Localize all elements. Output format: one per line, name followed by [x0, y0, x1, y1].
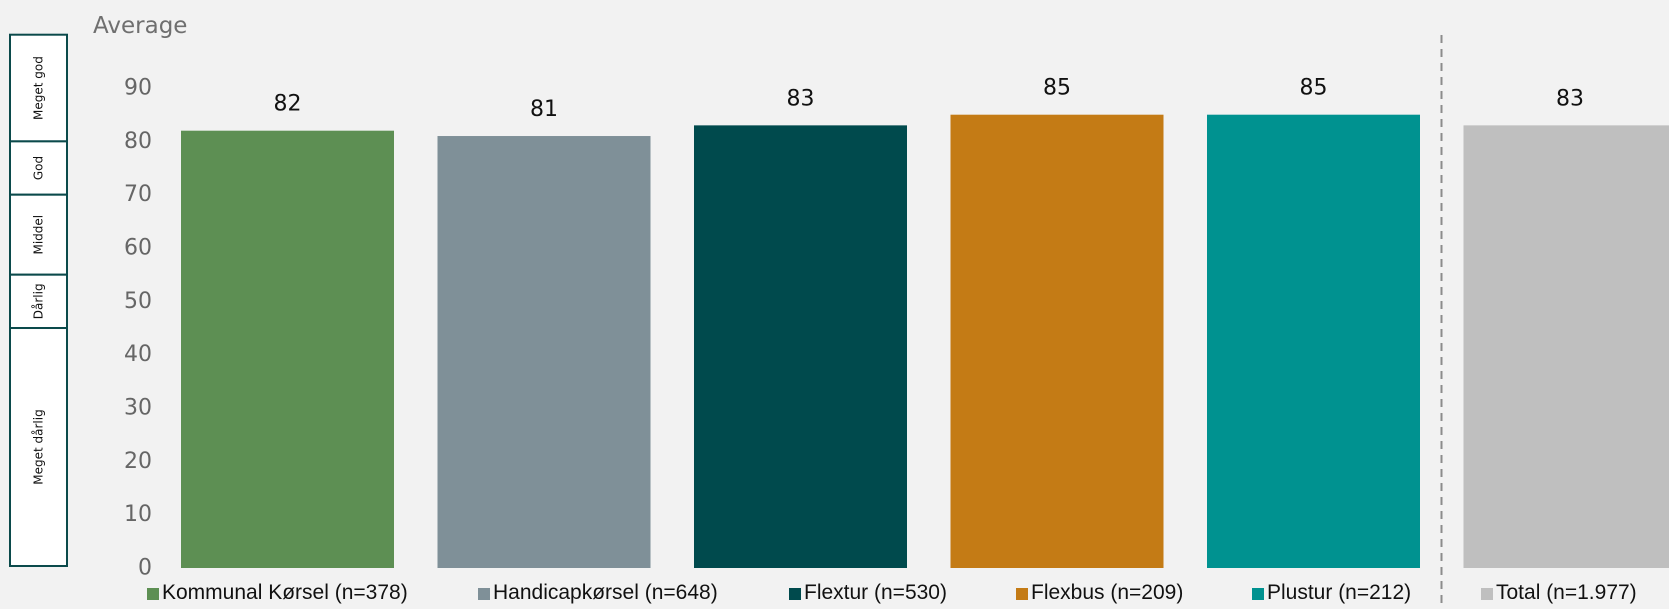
rating-band-meget-darlig: Meget dårlig: [9, 327, 68, 568]
rating-band-middel: Middel: [9, 193, 68, 276]
y-tick-label: 0: [138, 556, 152, 581]
legend-item-kommunal-korsel-n-378: Kommunal Kørsel (n=378): [147, 581, 408, 604]
rating-band-darlig: Dårlig: [9, 273, 68, 330]
data-label-plustur-n-212: 85: [1300, 76, 1328, 101]
rating-band-label: God: [32, 156, 46, 180]
rating-band-god: God: [9, 140, 68, 196]
legend-label: Handicapkørsel (n=648): [493, 581, 718, 604]
rating-band-scale: Meget god God Middel Dårlig Meget dårlig: [9, 33, 68, 568]
y-tick-label: 50: [124, 289, 152, 314]
data-label-flexbus-n-209: 85: [1043, 76, 1071, 101]
legend-swatch: [478, 588, 490, 600]
legend-label: Plustur (n=212): [1267, 581, 1411, 604]
bar-flextur-n-530: [694, 125, 907, 569]
y-tick-label: 30: [124, 396, 152, 421]
y-tick-label: 20: [124, 449, 152, 474]
rating-band-label: Meget god: [32, 56, 46, 120]
y-tick-label: 80: [124, 129, 152, 154]
legend-swatch: [1481, 588, 1493, 600]
rating-band-label: Dårlig: [32, 283, 46, 319]
legend-item-handicapkorsel-n-648: Handicapkørsel (n=648): [478, 581, 718, 604]
bar-kommunal-korsel-n-378: [181, 130, 394, 568]
data-label-total-n-1-977: 83: [1556, 86, 1584, 111]
rating-band-label: Meget dårlig: [32, 409, 46, 484]
data-label-handicapkorsel-n-648: 81: [530, 97, 558, 122]
legend-swatch: [1252, 588, 1264, 600]
legend: Kommunal Kørsel (n=378) Handicapkørsel (n…: [147, 581, 1637, 604]
y-tick-label: 70: [124, 182, 152, 207]
bars: [181, 114, 1669, 569]
y-tick-label: 60: [124, 236, 152, 261]
legend-label: Kommunal Kørsel (n=378): [162, 581, 408, 604]
y-axis-title: Average: [93, 13, 187, 39]
legend-item-total-n-1-977: Total (n=1.977): [1481, 581, 1637, 604]
data-label-flextur-n-530: 83: [787, 86, 815, 111]
bar-handicapkorsel-n-648: [437, 136, 651, 569]
y-tick-label: 90: [124, 76, 152, 101]
bar-flexbus-n-209: [950, 114, 1164, 568]
legend-label: Flexbus (n=209): [1031, 581, 1183, 604]
bar-plustur-n-212: [1207, 114, 1420, 568]
data-label-kommunal-korsel-n-378: 82: [274, 92, 302, 117]
y-tick-label: 40: [124, 342, 152, 367]
y-tick-label: 10: [124, 502, 152, 527]
data-labels: 82 81 83 85 85 83: [274, 76, 1585, 122]
legend-item-plustur-n-212: Plustur (n=212): [1252, 581, 1411, 604]
legend-swatch: [1016, 588, 1028, 600]
rating-band-meget-god: Meget god: [9, 33, 68, 143]
rating-band-label: Middel: [32, 215, 46, 255]
y-axis-ticks: 0 10 20 30 40 50 60 70 80 90: [124, 76, 152, 581]
legend-swatch: [147, 588, 159, 600]
legend-item-flexbus-n-209: Flexbus (n=209): [1016, 581, 1183, 604]
legend-item-flextur-n-530: Flextur (n=530): [789, 581, 947, 604]
bar-total-n-1-977: [1463, 125, 1669, 569]
legend-label: Flextur (n=530): [804, 581, 947, 604]
legend-swatch: [789, 588, 801, 600]
legend-label: Total (n=1.977): [1496, 581, 1637, 604]
